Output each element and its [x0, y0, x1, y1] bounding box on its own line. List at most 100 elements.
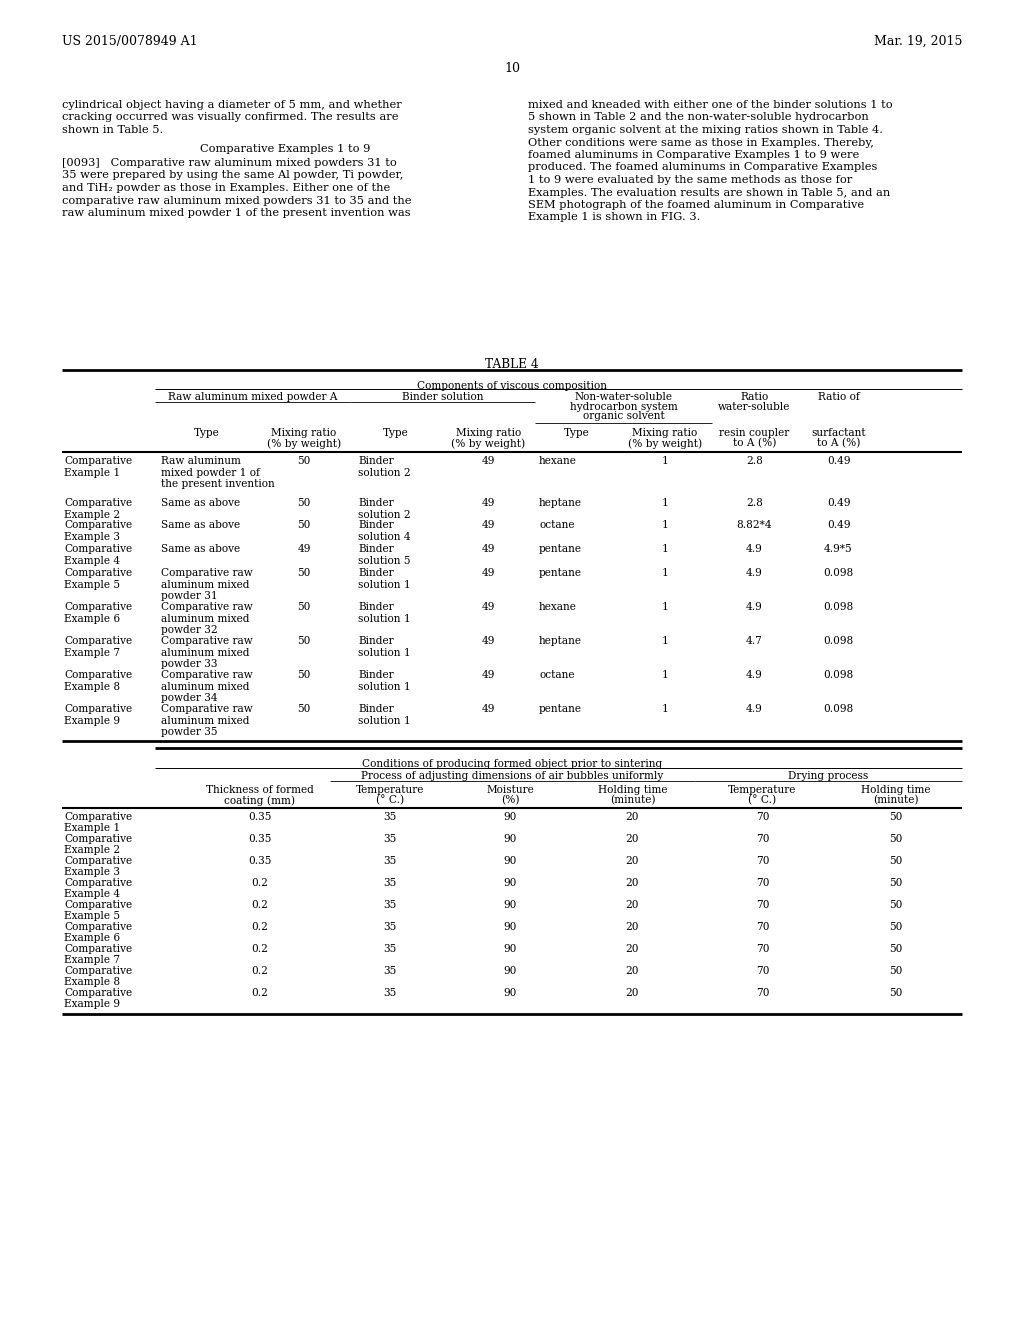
Text: 50: 50 — [889, 944, 903, 954]
Text: Comparative: Comparative — [63, 455, 132, 466]
Text: 0.49: 0.49 — [826, 498, 850, 508]
Text: 49: 49 — [482, 636, 496, 645]
Text: 20: 20 — [626, 812, 639, 822]
Text: Example 8: Example 8 — [63, 977, 120, 987]
Text: SEM photograph of the foamed aluminum in Comparative: SEM photograph of the foamed aluminum in… — [528, 201, 864, 210]
Text: to A (%): to A (%) — [817, 438, 860, 449]
Text: 1: 1 — [662, 602, 669, 612]
Text: Thickness of formed: Thickness of formed — [206, 785, 314, 795]
Text: 1: 1 — [662, 671, 669, 680]
Text: solution 1: solution 1 — [358, 681, 411, 692]
Text: Type: Type — [383, 428, 409, 438]
Text: Example 5: Example 5 — [63, 911, 120, 921]
Text: 50: 50 — [297, 568, 310, 578]
Text: 0.35: 0.35 — [248, 834, 271, 843]
Text: 20: 20 — [626, 966, 639, 975]
Text: Comparative: Comparative — [63, 568, 132, 578]
Text: Example 6: Example 6 — [63, 614, 120, 623]
Text: powder 35: powder 35 — [161, 727, 217, 737]
Text: solution 5: solution 5 — [358, 556, 411, 565]
Text: 90: 90 — [504, 878, 517, 888]
Text: Conditions of producing formed object prior to sintering: Conditions of producing formed object pr… — [361, 759, 663, 770]
Text: Comparative raw: Comparative raw — [161, 671, 253, 680]
Text: 50: 50 — [889, 855, 903, 866]
Text: 50: 50 — [889, 812, 903, 822]
Text: 35: 35 — [383, 966, 396, 975]
Text: 49: 49 — [482, 602, 496, 612]
Text: 35: 35 — [383, 900, 396, 909]
Text: octane: octane — [539, 520, 574, 531]
Text: 50: 50 — [297, 455, 310, 466]
Text: 49: 49 — [482, 704, 496, 714]
Text: Example 3: Example 3 — [63, 867, 120, 876]
Text: Components of viscous composition: Components of viscous composition — [417, 381, 607, 391]
Text: comparative raw aluminum mixed powders 31 to 35 and the: comparative raw aluminum mixed powders 3… — [62, 195, 412, 206]
Text: Holding time: Holding time — [598, 785, 668, 795]
Text: 49: 49 — [482, 568, 496, 578]
Text: 50: 50 — [297, 498, 310, 508]
Text: heptane: heptane — [539, 636, 582, 645]
Text: 70: 70 — [756, 921, 769, 932]
Text: Comparative: Comparative — [63, 966, 132, 975]
Text: (%): (%) — [501, 795, 519, 805]
Text: 50: 50 — [889, 834, 903, 843]
Text: 49: 49 — [297, 544, 310, 554]
Text: Comparative: Comparative — [63, 544, 132, 554]
Text: 1 to 9 were evaluated by the same methods as those for: 1 to 9 were evaluated by the same method… — [528, 176, 852, 185]
Text: cracking occurred was visually confirmed. The results are: cracking occurred was visually confirmed… — [62, 112, 398, 123]
Text: Example 1: Example 1 — [63, 822, 120, 833]
Text: 0.2: 0.2 — [252, 944, 268, 954]
Text: the present invention: the present invention — [161, 479, 274, 488]
Text: Example 2: Example 2 — [63, 845, 120, 855]
Text: Comparative: Comparative — [63, 921, 132, 932]
Text: pentane: pentane — [539, 568, 582, 578]
Text: Binder: Binder — [358, 498, 393, 508]
Text: 50: 50 — [889, 878, 903, 888]
Text: Ratio of: Ratio of — [817, 392, 859, 403]
Text: 0.35: 0.35 — [248, 812, 271, 822]
Text: 0.2: 0.2 — [252, 900, 268, 909]
Text: 90: 90 — [504, 900, 517, 909]
Text: Comparative raw: Comparative raw — [161, 704, 253, 714]
Text: 0.2: 0.2 — [252, 878, 268, 888]
Text: 50: 50 — [889, 900, 903, 909]
Text: 90: 90 — [504, 921, 517, 932]
Text: 50: 50 — [889, 987, 903, 998]
Text: 20: 20 — [626, 944, 639, 954]
Text: 35: 35 — [383, 834, 396, 843]
Text: (% by weight): (% by weight) — [452, 438, 525, 449]
Text: (minute): (minute) — [609, 795, 655, 805]
Text: 1: 1 — [662, 636, 669, 645]
Text: 1: 1 — [662, 544, 669, 554]
Text: Comparative: Comparative — [63, 812, 132, 822]
Text: Comparative: Comparative — [63, 900, 132, 909]
Text: Same as above: Same as above — [161, 498, 240, 508]
Text: 35: 35 — [383, 812, 396, 822]
Text: octane: octane — [539, 671, 574, 680]
Text: 10: 10 — [504, 62, 520, 75]
Text: mixed powder 1 of: mixed powder 1 of — [161, 467, 260, 478]
Text: pentane: pentane — [539, 544, 582, 554]
Text: and TiH₂ powder as those in Examples. Either one of the: and TiH₂ powder as those in Examples. Ei… — [62, 183, 390, 193]
Text: 0.2: 0.2 — [252, 966, 268, 975]
Text: powder 34: powder 34 — [161, 693, 218, 704]
Text: Comparative: Comparative — [63, 944, 132, 954]
Text: Comparative raw: Comparative raw — [161, 602, 253, 612]
Text: powder 33: powder 33 — [161, 659, 217, 669]
Text: Example 3: Example 3 — [63, 532, 120, 541]
Text: solution 1: solution 1 — [358, 715, 411, 726]
Text: 0.35: 0.35 — [248, 855, 271, 866]
Text: Binder solution: Binder solution — [401, 392, 483, 403]
Text: hexane: hexane — [539, 455, 577, 466]
Text: Mar. 19, 2015: Mar. 19, 2015 — [873, 36, 962, 48]
Text: Comparative: Comparative — [63, 878, 132, 888]
Text: 1: 1 — [662, 704, 669, 714]
Text: Binder: Binder — [358, 671, 393, 680]
Text: 90: 90 — [504, 944, 517, 954]
Text: 20: 20 — [626, 987, 639, 998]
Text: 70: 70 — [756, 987, 769, 998]
Text: Comparative raw: Comparative raw — [161, 568, 253, 578]
Text: Example 4: Example 4 — [63, 556, 120, 565]
Text: Comparative: Comparative — [63, 704, 132, 714]
Text: solution 1: solution 1 — [358, 579, 411, 590]
